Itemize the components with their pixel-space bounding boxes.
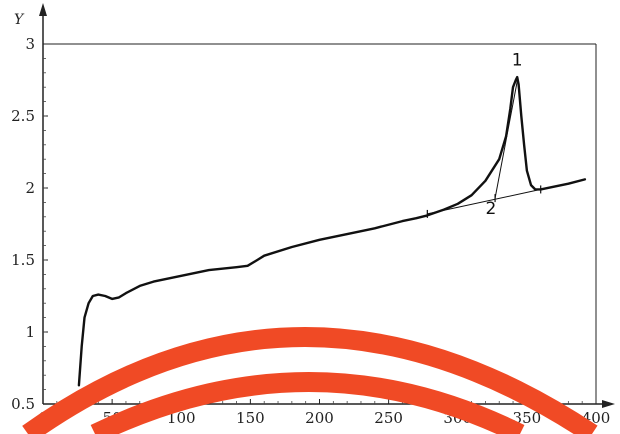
x-tick-label: 100 bbox=[167, 409, 196, 427]
red-arc-overlay bbox=[22, 327, 598, 434]
marker-layer bbox=[426, 185, 542, 218]
annotation-label: 1 bbox=[512, 51, 523, 71]
y-ticks: 0.5 1 1.5 2 2.5 3 bbox=[11, 35, 48, 413]
red-arc-inner bbox=[90, 372, 525, 434]
y-tick-label: 1.5 bbox=[11, 251, 35, 269]
y-axis-title: Y bbox=[14, 12, 25, 28]
red-arc-outer bbox=[22, 327, 598, 434]
annotation-layer: 12 bbox=[486, 51, 523, 219]
y-tick-label: 2 bbox=[25, 179, 35, 197]
baseline-line bbox=[494, 80, 518, 199]
series-layer bbox=[77, 75, 587, 387]
y-tick-label: 3 bbox=[25, 35, 35, 53]
x-tick-label: 250 bbox=[374, 409, 403, 427]
y-tick-label: 0.5 bbox=[11, 395, 35, 413]
y-tick-label: 2.5 bbox=[11, 107, 35, 125]
x-tick-label: 350 bbox=[513, 409, 542, 427]
y-axis-arrow bbox=[39, 3, 47, 16]
annotation-label: 2 bbox=[486, 199, 497, 219]
x-tick-label: 200 bbox=[305, 409, 334, 427]
main-curve bbox=[77, 75, 587, 387]
axes bbox=[39, 3, 615, 408]
x-axis-arrow bbox=[602, 400, 615, 408]
x-tick-label: 150 bbox=[236, 409, 265, 427]
baseline-line bbox=[426, 188, 542, 215]
y-tick-label: 1 bbox=[25, 323, 35, 341]
